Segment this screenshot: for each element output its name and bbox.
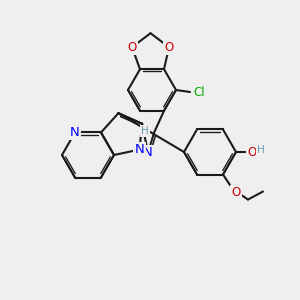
Text: O: O bbox=[248, 146, 256, 158]
Text: H: H bbox=[257, 145, 265, 155]
Text: O: O bbox=[231, 186, 241, 199]
Text: N: N bbox=[143, 146, 153, 159]
Text: O: O bbox=[128, 41, 136, 54]
Text: N: N bbox=[70, 126, 80, 139]
Text: Cl: Cl bbox=[193, 85, 205, 98]
Text: N: N bbox=[135, 143, 144, 156]
Text: H: H bbox=[141, 126, 149, 136]
Text: O: O bbox=[164, 41, 174, 54]
